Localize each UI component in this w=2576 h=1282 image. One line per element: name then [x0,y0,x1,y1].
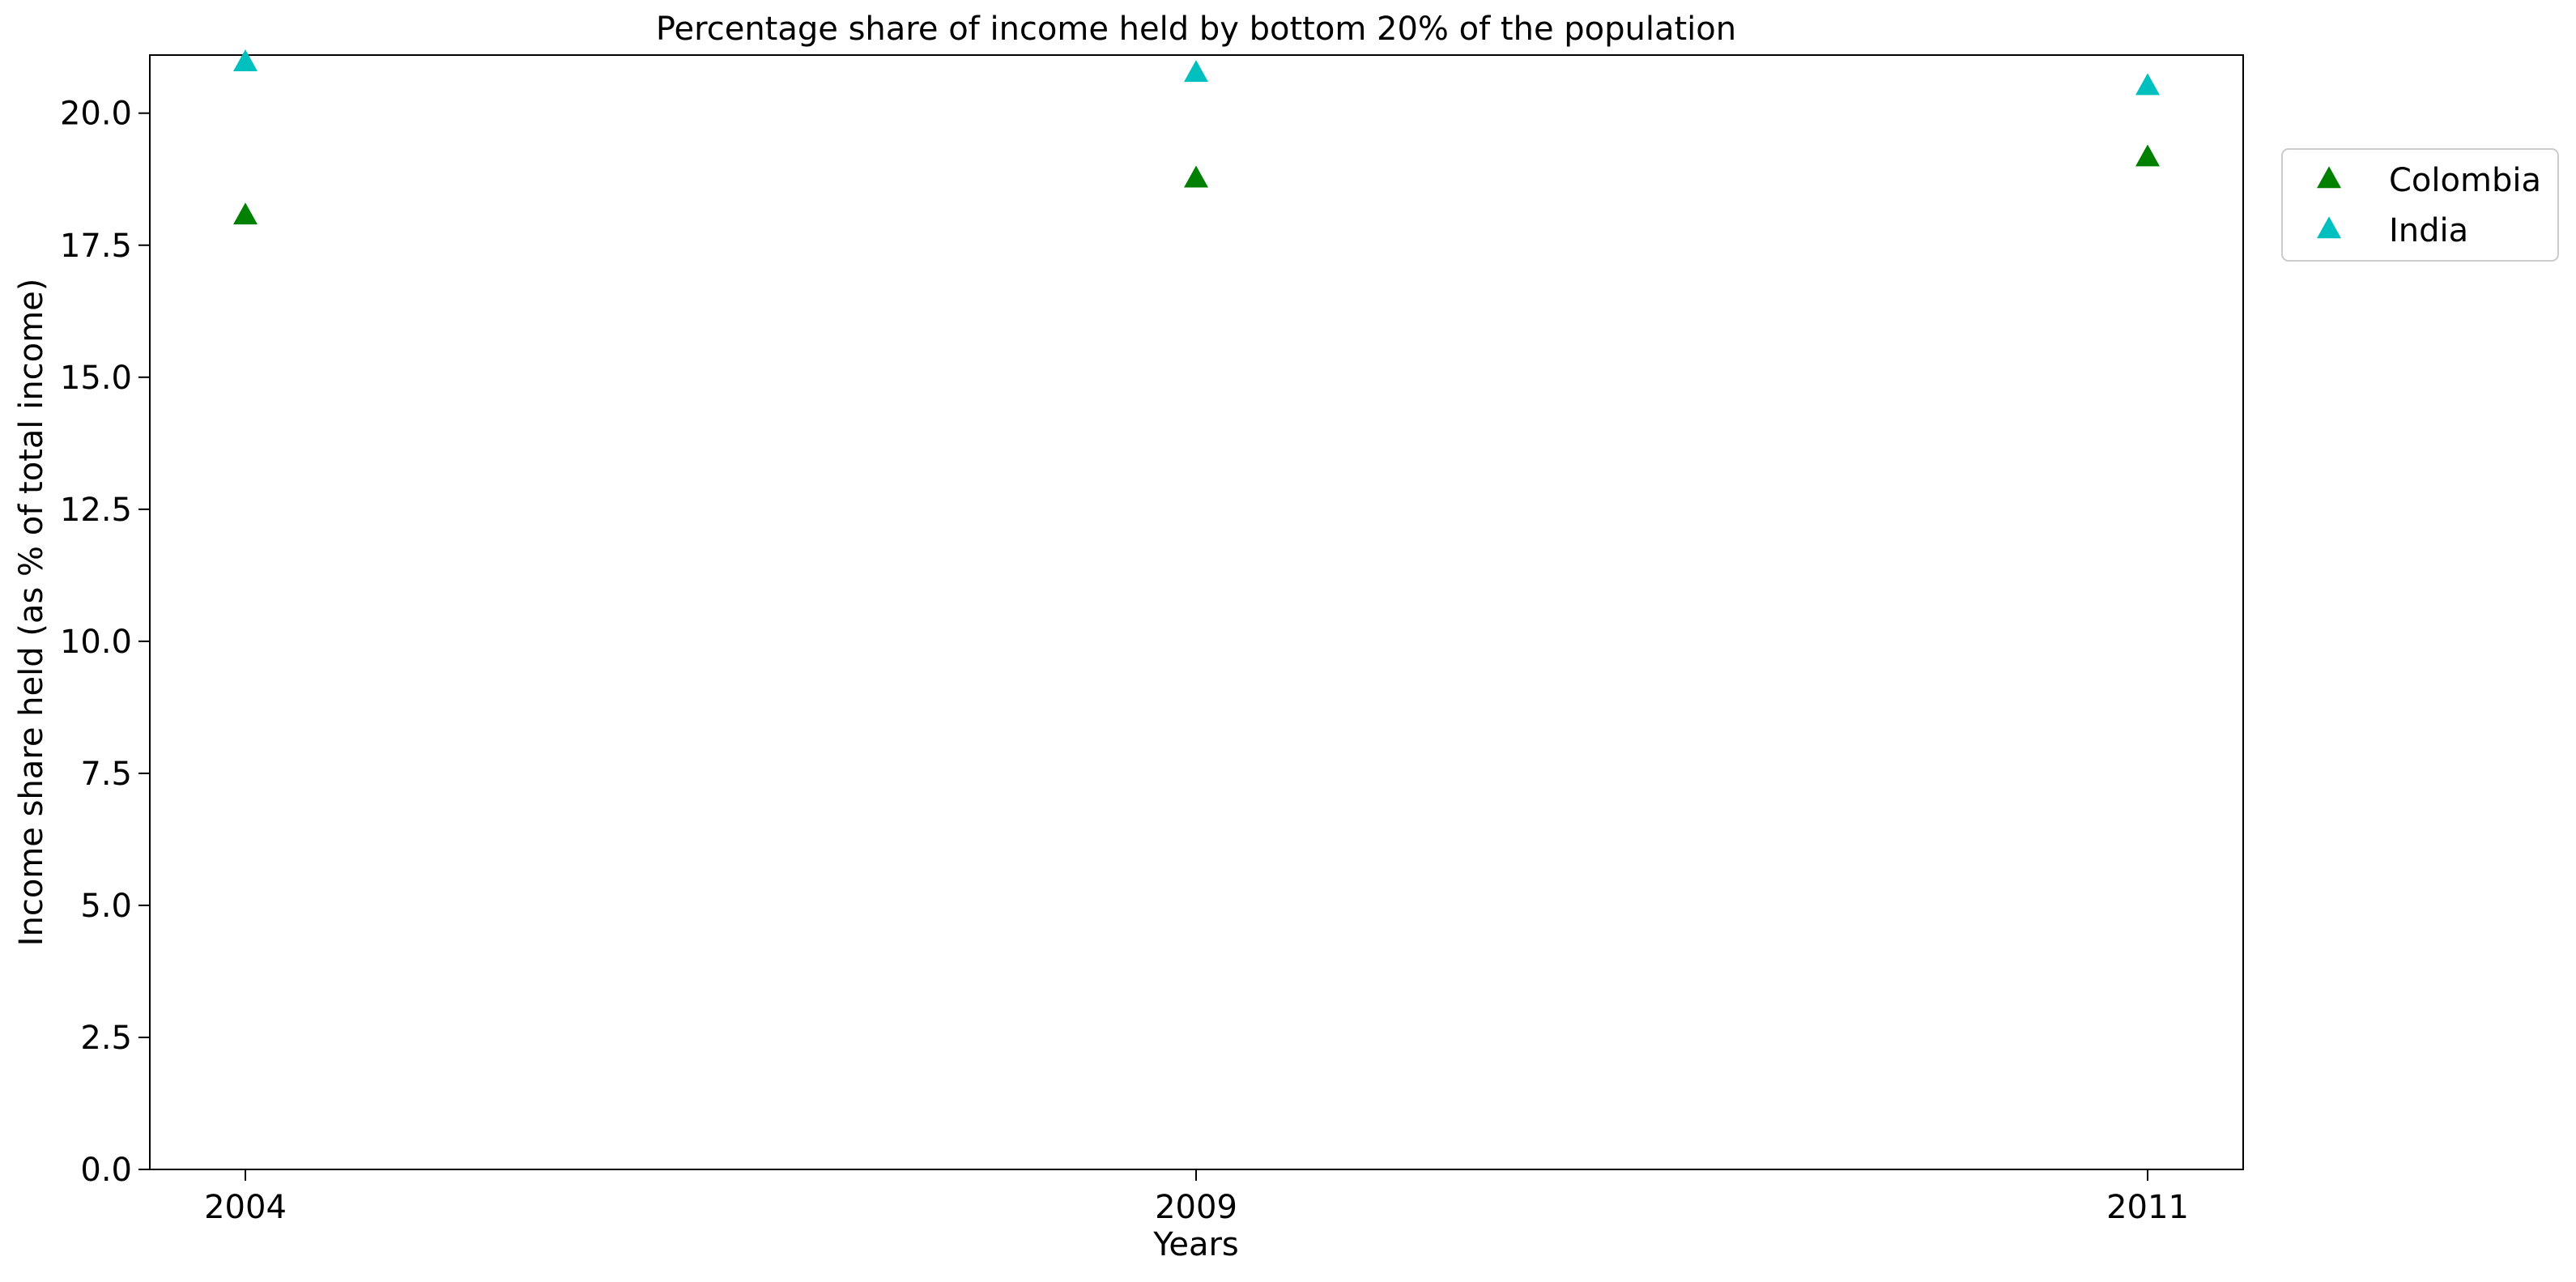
y-tick-label: 17.5 [60,228,132,265]
y-tick-label: 15.0 [60,360,132,397]
x-tick-label: 2004 [204,1189,287,1226]
legend-label-india: India [2389,212,2468,249]
x-axis-label: Years [1152,1226,1239,1263]
y-tick-label: 20.0 [60,96,132,133]
chart-title: Percentage share of income held by botto… [656,11,1736,48]
y-tick-label: 7.5 [80,756,132,793]
y-tick-label: 10.0 [60,624,132,661]
legend-label-colombia: Colombia [2389,162,2541,199]
data-point-colombia-2009 [1184,165,1208,188]
data-points [233,49,2160,225]
legend: Colombia India [2281,148,2559,262]
data-point-india-2009 [1184,60,1208,83]
y-tick-label: 0.0 [80,1152,132,1189]
legend-marker-colombia [2317,166,2341,189]
y-tick-label: 12.5 [60,492,132,529]
legend-marker-india [2317,216,2341,239]
data-point-colombia-2004 [233,202,258,225]
legend-box [2281,148,2559,262]
y-axis: 0.0 2.5 5.0 7.5 10.0 12.5 15.0 17.5 20.0 [60,96,150,1189]
data-point-india-2011 [2135,73,2160,96]
x-tick-label: 2009 [1155,1189,1237,1226]
x-tick-label: 2011 [2106,1189,2189,1226]
y-axis-label: Income share held (as % of total income) [13,279,50,947]
x-axis: 2004 2009 2011 [204,1169,2189,1226]
y-tick-label: 5.0 [80,888,132,925]
y-tick-label: 2.5 [80,1020,132,1057]
data-point-colombia-2011 [2135,144,2160,167]
data-point-india-2004 [233,49,258,72]
